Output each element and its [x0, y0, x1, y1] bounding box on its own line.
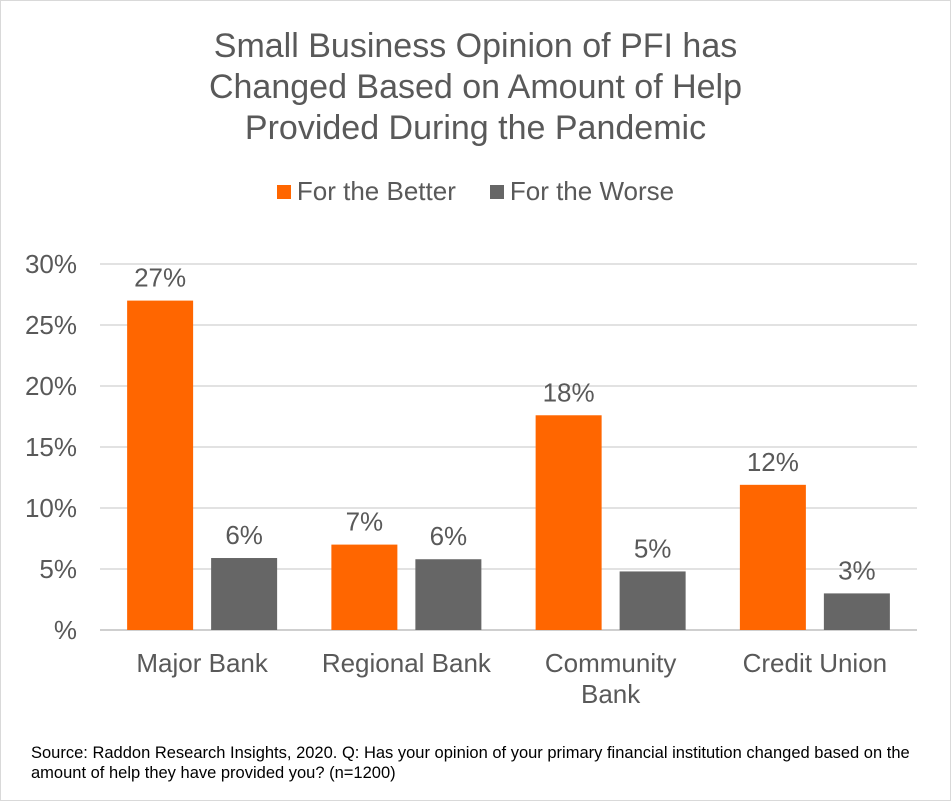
- data-label: 6%: [430, 521, 468, 551]
- chart-title: Small Business Opinion of PFI has Change…: [0, 26, 951, 149]
- chart-title-line-3: Provided During the Pandemic: [244, 109, 707, 147]
- category-label: Credit Union: [743, 648, 888, 678]
- y-tick-label: 25%: [25, 310, 77, 340]
- legend-swatch-worse: [489, 184, 504, 199]
- data-label: 7%: [346, 507, 384, 537]
- bar-better: [535, 415, 602, 630]
- y-tick-label: %: [54, 615, 77, 645]
- legend: For the Better For the Worse: [0, 176, 951, 207]
- y-tick-label: 20%: [25, 371, 77, 401]
- bar-better: [127, 300, 194, 630]
- legend-item-better: For the Better: [276, 176, 456, 207]
- y-tick-label: 10%: [25, 493, 77, 523]
- legend-swatch-better: [276, 184, 291, 199]
- chart-title-line-1: Small Business Opinion of PFI has: [213, 27, 738, 65]
- bar-better: [739, 484, 806, 630]
- y-tick-label: 15%: [25, 432, 77, 462]
- category-label: Regional Bank: [322, 648, 492, 678]
- category-label: Bank: [581, 679, 641, 709]
- category-label: Community: [545, 648, 676, 678]
- data-label: 6%: [225, 520, 263, 550]
- bar-worse: [823, 593, 890, 630]
- source-note: Source: Raddon Research Insights, 2020. …: [31, 744, 910, 782]
- bar-worse: [415, 559, 482, 630]
- y-tick-label: 30%: [25, 249, 77, 279]
- data-label: 27%: [134, 263, 186, 293]
- data-label: 3%: [838, 555, 876, 585]
- y-tick-label: 5%: [39, 554, 77, 584]
- bar-better: [331, 544, 398, 630]
- bar-worse: [211, 558, 278, 630]
- legend-label-better: For the Better: [296, 176, 456, 206]
- legend-label-worse: For the Worse: [509, 176, 675, 206]
- data-label: 18%: [543, 377, 595, 407]
- chart-title-line-2: Changed Based on Amount of Help: [208, 68, 743, 106]
- data-label: 5%: [634, 533, 672, 563]
- legend-item-worse: For the Worse: [489, 176, 675, 207]
- data-label: 12%: [747, 447, 799, 477]
- bar-worse: [619, 571, 686, 630]
- category-label: Major Bank: [136, 648, 268, 678]
